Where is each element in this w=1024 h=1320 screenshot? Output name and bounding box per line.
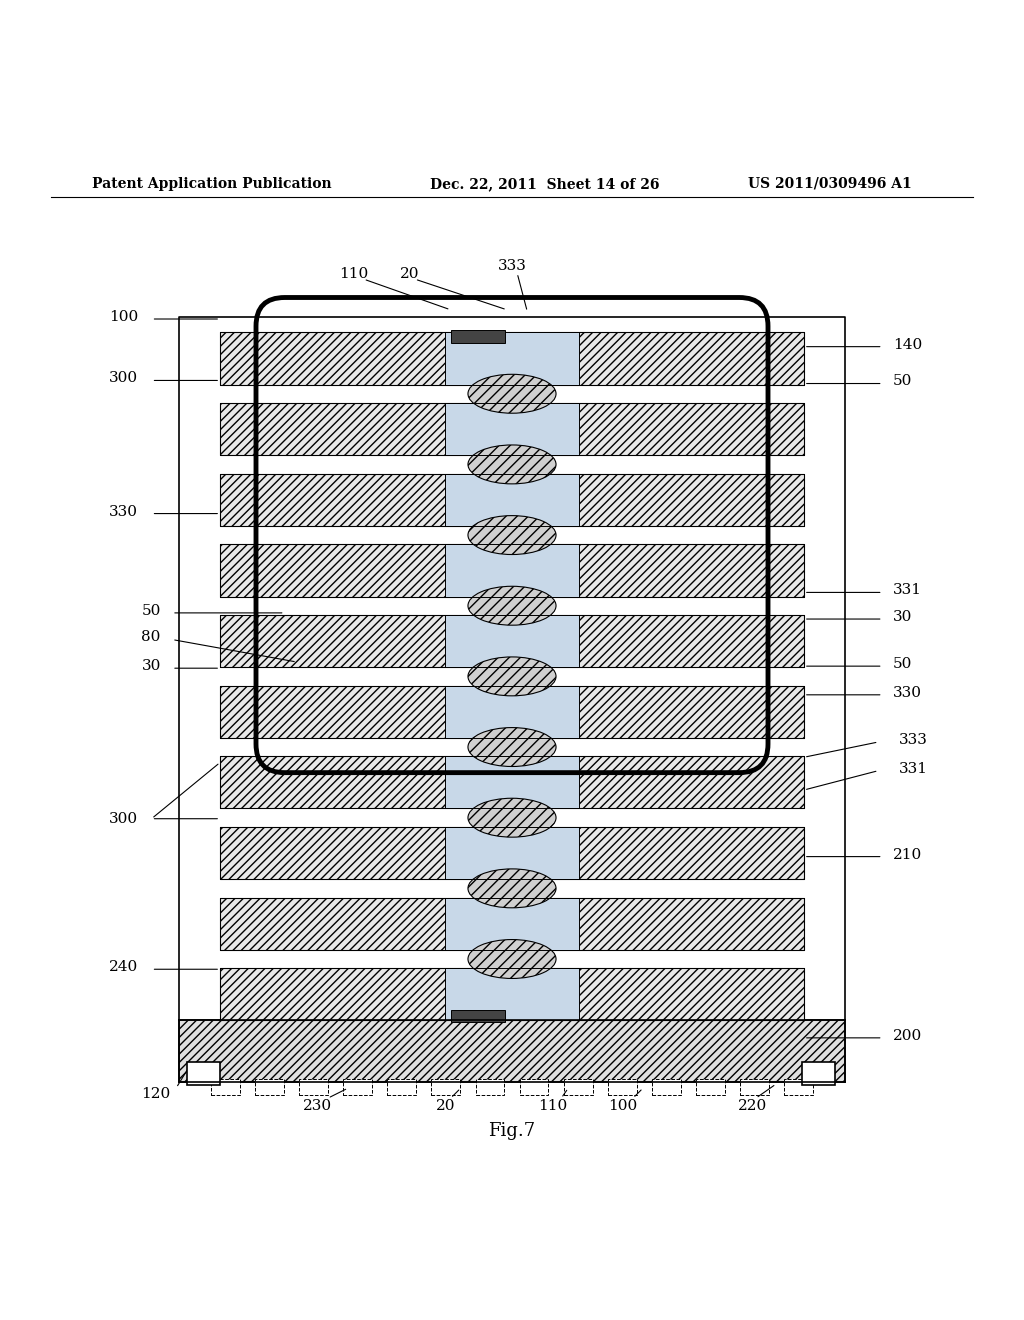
Bar <box>179 1020 845 1082</box>
Ellipse shape <box>468 657 556 696</box>
Text: 210: 210 <box>893 847 923 862</box>
Bar <box>802 1063 835 1085</box>
Bar <box>255 1078 284 1096</box>
Ellipse shape <box>468 727 556 767</box>
Text: 140: 140 <box>893 338 923 351</box>
Text: 100: 100 <box>109 310 138 323</box>
Text: 110: 110 <box>339 267 368 281</box>
Text: 20: 20 <box>435 1100 456 1114</box>
Bar <box>564 1078 593 1096</box>
Ellipse shape <box>468 799 556 837</box>
Text: 80: 80 <box>141 631 161 644</box>
Bar <box>784 1078 813 1096</box>
Bar <box>445 826 579 879</box>
Ellipse shape <box>468 445 556 484</box>
Bar <box>451 1010 505 1023</box>
Text: 240: 240 <box>109 960 138 974</box>
Text: 333: 333 <box>498 259 526 273</box>
Bar <box>475 1078 504 1096</box>
Text: Patent Application Publication: Patent Application Publication <box>92 177 332 191</box>
Text: 120: 120 <box>141 1088 170 1101</box>
Bar <box>696 1078 725 1096</box>
Text: 230: 230 <box>303 1100 332 1114</box>
Text: 200: 200 <box>893 1028 923 1043</box>
Bar <box>445 403 579 455</box>
Ellipse shape <box>468 586 556 626</box>
Bar <box>445 544 579 597</box>
Bar <box>343 1078 372 1096</box>
Text: 330: 330 <box>110 504 138 519</box>
Text: 110: 110 <box>539 1100 567 1114</box>
Text: 30: 30 <box>893 610 912 624</box>
Text: 220: 220 <box>738 1100 767 1114</box>
Bar <box>220 756 804 808</box>
Bar <box>740 1078 769 1096</box>
Bar <box>445 615 579 667</box>
Bar <box>445 685 579 738</box>
Bar <box>608 1078 637 1096</box>
Bar <box>220 474 804 525</box>
Text: 330: 330 <box>893 686 922 700</box>
Bar <box>220 403 804 455</box>
Text: 50: 50 <box>893 657 912 671</box>
Bar <box>445 474 579 525</box>
Bar <box>211 1078 240 1096</box>
Bar <box>220 898 804 950</box>
Ellipse shape <box>468 375 556 413</box>
Bar <box>652 1078 681 1096</box>
Ellipse shape <box>468 516 556 554</box>
Bar <box>387 1078 416 1096</box>
Text: 300: 300 <box>110 371 138 385</box>
Text: Dec. 22, 2011  Sheet 14 of 26: Dec. 22, 2011 Sheet 14 of 26 <box>430 177 659 191</box>
Bar <box>220 685 804 738</box>
Bar <box>187 1063 220 1085</box>
Text: 100: 100 <box>608 1100 637 1114</box>
Bar <box>220 615 804 667</box>
Text: 331: 331 <box>899 762 928 776</box>
Bar <box>220 826 804 879</box>
Bar <box>445 756 579 808</box>
Bar <box>220 544 804 597</box>
Text: 30: 30 <box>141 659 161 673</box>
Bar <box>445 969 579 1020</box>
Text: 50: 50 <box>893 375 912 388</box>
Ellipse shape <box>468 869 556 908</box>
Text: 333: 333 <box>899 733 928 747</box>
Bar <box>299 1078 328 1096</box>
Bar <box>220 333 804 384</box>
Bar <box>431 1078 460 1096</box>
Text: 300: 300 <box>110 812 138 826</box>
Bar <box>445 898 579 950</box>
Ellipse shape <box>468 940 556 978</box>
Text: 50: 50 <box>141 603 161 618</box>
Bar <box>451 330 505 343</box>
Bar <box>520 1078 549 1096</box>
Text: 331: 331 <box>893 583 922 598</box>
Text: 20: 20 <box>399 267 420 281</box>
Text: Fig.7: Fig.7 <box>488 1122 536 1140</box>
Bar <box>445 333 579 384</box>
Text: US 2011/0309496 A1: US 2011/0309496 A1 <box>748 177 911 191</box>
Bar <box>220 969 804 1020</box>
